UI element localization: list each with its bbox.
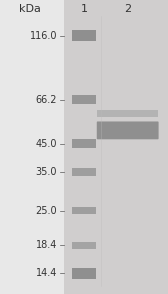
Text: kDa: kDa xyxy=(19,4,41,14)
Bar xyxy=(72,207,96,215)
Bar xyxy=(64,0,168,294)
Text: 25.0: 25.0 xyxy=(35,206,57,216)
Text: 14.4: 14.4 xyxy=(36,268,57,278)
Bar xyxy=(72,268,96,279)
FancyBboxPatch shape xyxy=(97,121,159,139)
Bar xyxy=(72,95,96,104)
Text: 2: 2 xyxy=(124,4,131,14)
Text: 66.2: 66.2 xyxy=(36,95,57,105)
Text: 1: 1 xyxy=(80,4,88,14)
Bar xyxy=(97,110,158,117)
Bar xyxy=(72,139,96,148)
Text: 45.0: 45.0 xyxy=(36,138,57,148)
Bar xyxy=(72,242,96,249)
Bar xyxy=(72,30,96,41)
Text: 18.4: 18.4 xyxy=(36,240,57,250)
Bar xyxy=(72,168,96,176)
Text: 116.0: 116.0 xyxy=(30,31,57,41)
Text: 35.0: 35.0 xyxy=(36,167,57,177)
